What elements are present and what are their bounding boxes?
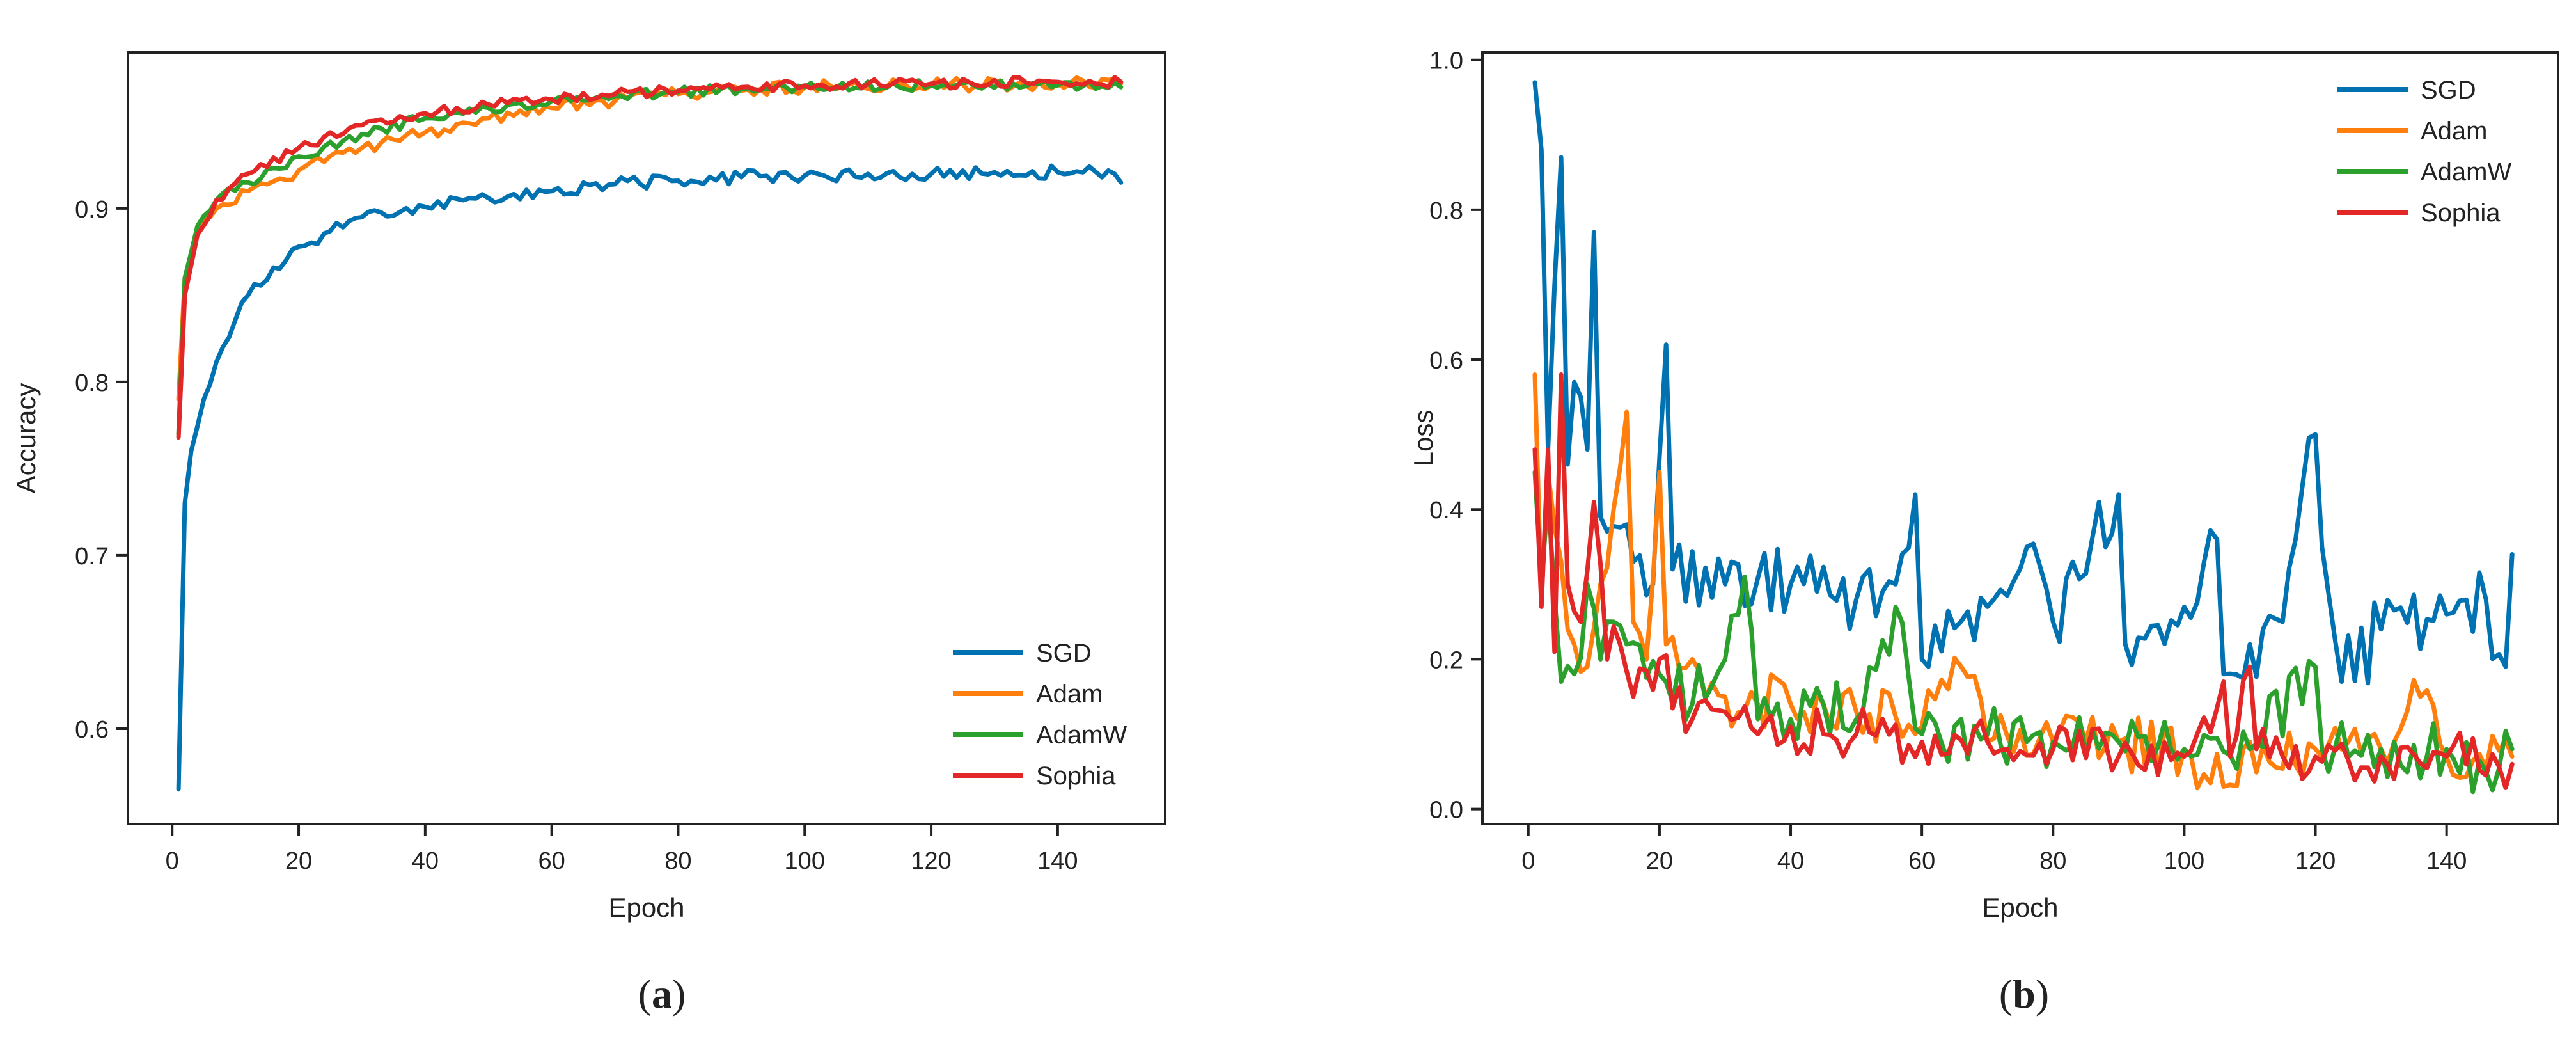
x-tick-label: 40 [1777,848,1804,875]
x-tick-label: 0 [166,848,179,875]
accuracy-x-axis-label: Epoch [608,892,684,923]
loss-legend: SGD Adam AdamW Sophia [2337,76,2511,227]
loss-chart: 0 20 40 60 80 100 120 140 0.0 0.2 0.4 0.6 0.8 1.0 Epo… [1408,48,2559,923]
accuracy-chart: 0 20 40 60 80 100 120 140 0.6 0.7 0.8 0.9 Epoch Acc… [11,51,1166,923]
loss-series-lines [1532,80,2515,795]
accuracy-plot-frame [127,51,1166,825]
series-line-sophia [176,75,1124,440]
legend-label-adam: Adam [2421,117,2488,145]
accuracy-ticks: 0 20 40 60 80 100 120 140 0.6 0.7 0.8 0.9 [75,196,1078,875]
accuracy-y-axis-label: Accuracy [11,383,41,494]
x-tick-label: 60 [538,848,565,875]
y-tick-label: 0.7 [75,543,109,570]
loss-ticks: 0 20 40 60 80 100 120 140 0.0 0.2 0.4 0.6 0.8 1.0 [1429,48,2467,875]
panel-label-a-open: ( [638,971,652,1017]
y-tick-label: 1.0 [1429,48,1463,75]
y-tick-label: 0.4 [1429,497,1463,524]
y-tick-label: 0.6 [1429,347,1463,374]
legend-label-sgd: SGD [1036,639,1092,667]
loss-x-axis-label: Epoch [1982,892,2058,923]
series-line-sophia [1532,372,2515,790]
x-tick-label: 20 [285,848,312,875]
accuracy-legend: SGD Adam AdamW Sophia [953,639,1127,790]
x-tick-label: 140 [1037,848,1078,875]
panel-label-b-open: ( [1999,971,2013,1017]
x-tick-label: 80 [2039,848,2066,875]
panel-label-b-letter: b [2013,971,2036,1017]
series-line-adamw [1532,470,2515,795]
legend-label-sophia: Sophia [2421,199,2501,227]
loss-plot-frame [1481,51,2559,825]
legend-label-sgd: SGD [2421,76,2476,104]
y-tick-label: 0.0 [1429,797,1463,824]
x-tick-label: 100 [2164,848,2204,875]
x-tick-label: 140 [2426,848,2467,875]
panel-label-a-letter: a [652,971,672,1017]
loss-y-axis-label: Loss [1408,410,1438,467]
x-tick-label: 20 [1646,848,1673,875]
y-tick-label: 0.8 [75,370,109,397]
x-tick-label: 80 [664,848,691,875]
x-tick-label: 120 [911,848,951,875]
y-tick-label: 0.9 [75,196,109,223]
legend-label-sophia: Sophia [1036,762,1116,790]
panel-label-a-close: ) [672,971,686,1017]
panel-label-a: (a) [638,971,686,1017]
panel-label-b: (b) [1999,971,2049,1017]
y-tick-label: 0.6 [75,717,109,743]
x-tick-label: 60 [1908,848,1935,875]
panel-label-b-close: ) [2036,971,2049,1017]
legend-label-adam: Adam [1036,680,1103,708]
x-tick-label: 0 [1521,848,1535,875]
legend-label-adamw: AdamW [2421,158,2511,186]
y-tick-label: 0.8 [1429,198,1463,225]
accuracy-series-lines [176,75,1124,792]
x-tick-label: 100 [785,848,825,875]
legend-label-adamw: AdamW [1036,721,1127,749]
y-tick-label: 0.2 [1429,647,1463,674]
series-line-sgd [176,163,1124,792]
x-tick-label: 40 [412,848,439,875]
series-line-sgd [1532,80,2515,686]
x-tick-label: 120 [2295,848,2336,875]
